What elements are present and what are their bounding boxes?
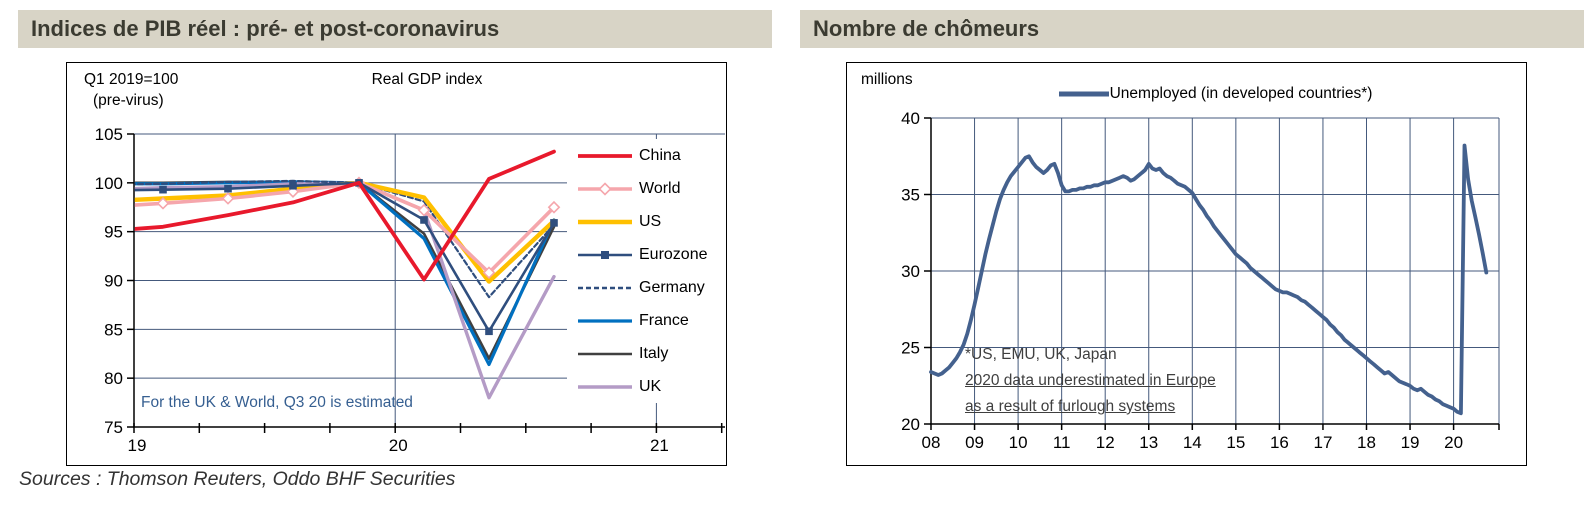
unemployment-footnote-line1: *US, EMU, UK, Japan: [965, 346, 1117, 363]
svg-text:08: 08: [922, 433, 941, 452]
unemployment-footnote-line2: 2020 data underestimated in Europe: [965, 372, 1216, 389]
svg-text:13: 13: [1139, 433, 1158, 452]
gdp-axis-note: Q1 2019=100 (pre-virus): [84, 69, 178, 111]
svg-text:20: 20: [1444, 433, 1463, 452]
legend-label-eurozone: Eurozone: [639, 245, 708, 263]
gdp-chart-title: Real GDP index: [371, 71, 483, 88]
legend-item-italy: Italy: [567, 337, 725, 370]
legend-item-us: US: [567, 205, 725, 238]
svg-text:90: 90: [104, 272, 123, 291]
legend-item-uk: UK: [567, 370, 725, 403]
legend-label-italy: Italy: [639, 344, 669, 362]
legend-swatch-italy: [578, 352, 632, 355]
svg-text:40: 40: [901, 109, 920, 128]
svg-text:25: 25: [901, 339, 920, 358]
unemployment-legend-label: Unemployed (in developed countries*): [1109, 85, 1373, 102]
unemployment-footnote-line3: as a result of furlough systems: [965, 398, 1176, 415]
sources-note: Sources : Thomson Reuters, Oddo BHF Secu…: [19, 468, 456, 490]
svg-text:19: 19: [128, 436, 147, 455]
svg-text:20: 20: [901, 415, 920, 434]
legend-swatch-us: [578, 219, 632, 224]
svg-text:16: 16: [1270, 433, 1289, 452]
gdp-panel-header-label: Indices de PIB réel : pré- et post-coron…: [31, 16, 500, 41]
unemployment-legend-swatch: [1058, 91, 1109, 97]
svg-text:95: 95: [104, 223, 123, 242]
legend-swatch-uk: [578, 384, 632, 389]
unemployment-legend: Unemployed (in developed countries*): [931, 85, 1499, 103]
svg-text:11: 11: [1053, 433, 1071, 452]
svg-text:105: 105: [95, 125, 123, 144]
svg-text:21: 21: [650, 436, 669, 455]
legend-label-france: France: [639, 311, 689, 329]
svg-text:10: 10: [1009, 433, 1028, 452]
gdp-axis-note-line2: (pre-virus): [93, 92, 164, 109]
svg-text:20: 20: [389, 436, 408, 455]
legend-label-china: China: [639, 146, 681, 164]
svg-text:15: 15: [1226, 433, 1245, 452]
svg-text:19: 19: [1401, 433, 1420, 452]
svg-text:14: 14: [1183, 433, 1202, 452]
svg-text:18: 18: [1357, 433, 1376, 452]
gdp-axis-note-line1: Q1 2019=100: [84, 71, 179, 88]
unemployment-panel-header: Nombre de chômeurs: [800, 10, 1584, 48]
svg-text:85: 85: [104, 320, 123, 339]
gdp-chart-panel: 105 100 95 90 85 80 75 19 20 21 Q1 2019=100 (pre-…: [66, 62, 727, 466]
legend-label-us: US: [639, 212, 662, 230]
svg-text:30: 30: [901, 262, 920, 281]
legend-label-uk: UK: [639, 377, 662, 395]
gdp-legend: China World US Eurozone Germany France Italy UK: [567, 139, 725, 403]
svg-text:80: 80: [104, 369, 123, 388]
svg-text:100: 100: [95, 174, 123, 193]
legend-item-france: France: [567, 304, 725, 337]
svg-text:17: 17: [1313, 433, 1332, 452]
legend-item-world: World: [567, 172, 725, 205]
svg-text:09: 09: [965, 433, 984, 452]
svg-text:12: 12: [1096, 433, 1115, 452]
unemployment-chart-panel: 40 35 30 25 20 08 09 10 11 12 13 14 15 16 17 18 19 20 mil…: [846, 62, 1527, 466]
legend-swatch-eurozone: [578, 250, 632, 259]
legend-swatch-germany: [578, 286, 632, 289]
unemployment-panel-header-label: Nombre de chômeurs: [813, 16, 1040, 41]
legend-item-china: China: [567, 139, 725, 172]
legend-label-germany: Germany: [639, 278, 705, 296]
unemployment-y-unit-label: millions: [861, 71, 913, 88]
gdp-panel-header: Indices de PIB réel : pré- et post-coron…: [18, 10, 772, 48]
gdp-plot-svg: 105 100 95 90 85 80 75 19 20 21: [95, 125, 725, 455]
legend-swatch-world: [578, 181, 632, 196]
legend-item-germany: Germany: [567, 271, 725, 304]
legend-swatch-china: [578, 153, 632, 158]
legend-swatch-france: [578, 318, 632, 323]
svg-text:35: 35: [901, 186, 920, 205]
unemployment-footnote: *US, EMU, UK, Japan 2020 data underestim…: [965, 342, 1216, 420]
gdp-annotation: For the UK & World, Q3 20 is estimated: [141, 394, 413, 411]
legend-label-world: World: [639, 179, 681, 197]
legend-item-eurozone: Eurozone: [567, 238, 725, 271]
svg-text:75: 75: [104, 418, 123, 437]
